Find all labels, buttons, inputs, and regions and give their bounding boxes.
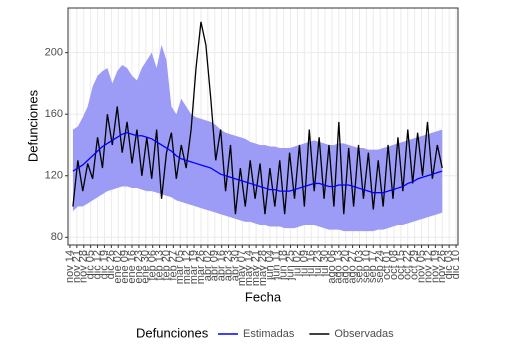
x-tick-label: mar 19 [188, 250, 200, 284]
x-tick-label: dic 12 [91, 250, 103, 279]
legend-label: Observadas [334, 328, 394, 340]
x-tick-label: jun 25 [284, 250, 296, 281]
x-tick-label: dic 05 [85, 250, 97, 279]
plot-layer [68, 8, 458, 245]
x-tick-label: ago 13 [333, 250, 345, 284]
x-tick-label: mar 26 [195, 250, 207, 284]
x-tick-label: feb 06 [147, 250, 159, 281]
x-tick-label: ene 02 [112, 250, 124, 284]
x-tick-label: jul 02 [291, 250, 303, 277]
x-tick-label: abr 02 [202, 250, 214, 281]
x-tick-label: nov 12 [422, 250, 434, 283]
series-line [72, 131, 443, 194]
x-tick-label: abr 09 [209, 250, 221, 281]
x-tick-label: dic 03 [443, 250, 455, 279]
x-tick-label: ene 30 [140, 250, 152, 284]
x-tick-label: jun 11 [271, 250, 283, 280]
x-tick-label: nov 21 [71, 250, 83, 283]
x-tick-label: dic 19 [98, 250, 110, 279]
x-tick-label: ago 27 [347, 250, 359, 284]
x-tick-label: sep 17 [367, 250, 379, 283]
legend-label: Estimadas [243, 328, 295, 340]
x-tick-label: ene 16 [126, 250, 138, 284]
x-tick-label: jul 23 [312, 250, 324, 277]
series-line [72, 21, 443, 215]
x-tick-label: oct 08 [388, 250, 400, 280]
x-tick-label: nov 05 [415, 250, 427, 283]
x-tick-label: jul 09 [298, 250, 310, 277]
y-tick-label: 200 [45, 47, 63, 59]
x-tick-label: sep 03 [353, 250, 365, 283]
x-tick-label: nov 19 [429, 250, 441, 283]
x-tick-label: mar 12 [181, 250, 193, 284]
confidence-band [72, 44, 443, 232]
x-tick-label: sep 10 [360, 250, 372, 283]
x-tick-label: ago 20 [340, 250, 352, 284]
x-tick-label: oct 15 [395, 250, 407, 280]
x-tick-label: jun 18 [278, 250, 290, 281]
x-tick-label: ene 23 [133, 250, 145, 284]
x-tick-label: nov 14 [64, 250, 76, 283]
y-tick-label: 160 [45, 108, 63, 120]
x-tick-label: jul 30 [319, 250, 331, 277]
legend-title: Defunciones [136, 325, 209, 340]
x-tick-label: may 21 [250, 250, 262, 286]
x-tick-label: ago 06 [326, 250, 338, 284]
x-tick-label: feb 27 [167, 250, 179, 281]
x-tick-label: jun 04 [264, 250, 276, 281]
x-tick-label: sep 24 [374, 250, 386, 283]
x-tick-label: may 07 [236, 250, 248, 286]
x-tick-label: may 14 [243, 250, 255, 286]
x-tick-label: may 28 [257, 250, 269, 286]
x-tick-label: ene 09 [119, 250, 131, 284]
x-tick-label: abr 23 [222, 250, 234, 281]
x-tick-label: oct 01 [381, 250, 393, 280]
x-tick-label: nov 26 [436, 250, 448, 283]
x-tick-label: oct 22 [402, 250, 414, 280]
x-axis-label: Fecha [245, 289, 282, 304]
y-tick-label: 80 [51, 231, 63, 243]
x-tick-label: abr 30 [229, 250, 241, 281]
x-tick-label: feb 20 [160, 250, 172, 281]
y-axis-label: Defunciones [25, 89, 40, 162]
x-tick-label: dic 26 [105, 250, 117, 279]
y-tick-label: 120 [45, 170, 63, 182]
x-tick-label: dic 10 [450, 250, 462, 279]
x-tick-label: oct 29 [409, 250, 421, 280]
x-tick-label: nov 28 [78, 250, 90, 283]
x-tick-label: abr 16 [216, 250, 228, 281]
x-tick-label: jul 16 [305, 250, 317, 277]
x-tick-label: mar 05 [174, 250, 186, 284]
x-tick-label: feb 13 [153, 250, 165, 281]
